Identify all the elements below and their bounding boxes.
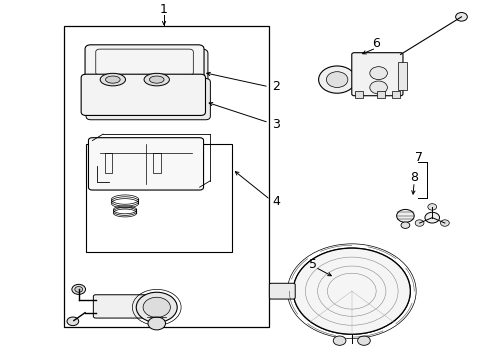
Circle shape — [440, 220, 448, 226]
Text: 4: 4 — [272, 195, 280, 208]
FancyBboxPatch shape — [88, 138, 203, 190]
Circle shape — [67, 317, 79, 325]
Bar — [86, 144, 232, 252]
Text: 6: 6 — [371, 37, 379, 50]
Ellipse shape — [100, 73, 125, 86]
Circle shape — [326, 72, 347, 87]
FancyBboxPatch shape — [86, 78, 210, 120]
Bar — [97, 76, 104, 81]
FancyBboxPatch shape — [85, 45, 203, 80]
Bar — [184, 76, 192, 81]
Ellipse shape — [105, 76, 120, 83]
Circle shape — [424, 212, 439, 223]
Circle shape — [427, 204, 436, 210]
Circle shape — [369, 67, 386, 80]
Text: 2: 2 — [272, 80, 280, 93]
Circle shape — [143, 297, 170, 318]
Bar — [354, 91, 362, 98]
Circle shape — [318, 66, 355, 93]
Circle shape — [148, 317, 165, 330]
Circle shape — [357, 336, 369, 345]
Circle shape — [293, 248, 409, 334]
FancyBboxPatch shape — [81, 74, 205, 116]
Circle shape — [455, 13, 467, 21]
Text: 1: 1 — [160, 3, 168, 16]
Circle shape — [400, 222, 409, 228]
FancyBboxPatch shape — [93, 295, 147, 318]
Bar — [391, 91, 399, 98]
Circle shape — [396, 210, 413, 222]
Circle shape — [75, 287, 82, 292]
Bar — [153, 153, 160, 173]
FancyBboxPatch shape — [351, 53, 402, 96]
Text: 3: 3 — [272, 118, 280, 131]
Circle shape — [332, 336, 345, 345]
Text: 8: 8 — [409, 171, 417, 184]
Bar — [104, 153, 112, 173]
Ellipse shape — [149, 76, 163, 83]
Bar — [64, 26, 268, 327]
Bar — [376, 91, 384, 98]
Circle shape — [136, 292, 177, 322]
Text: 7: 7 — [414, 151, 422, 164]
Ellipse shape — [144, 73, 169, 86]
Bar — [397, 62, 406, 90]
Text: 5: 5 — [308, 258, 316, 271]
Circle shape — [369, 81, 386, 94]
FancyBboxPatch shape — [89, 49, 207, 85]
Circle shape — [72, 284, 85, 294]
Circle shape — [414, 220, 423, 226]
FancyBboxPatch shape — [269, 283, 295, 299]
